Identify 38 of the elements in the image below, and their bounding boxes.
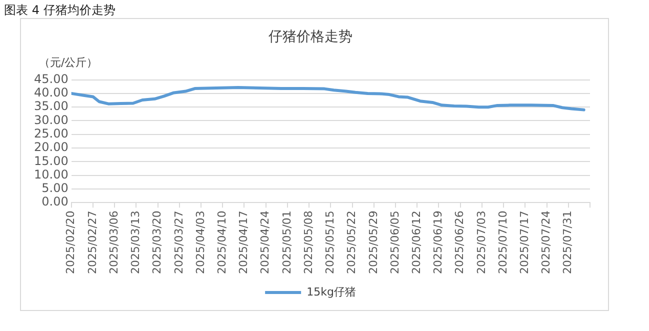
y-tick-label: 20.00 <box>34 140 68 154</box>
x-tick-label: 2025/06/05 <box>388 210 402 274</box>
chart-title: 仔猪价格走势 <box>268 29 352 46</box>
y-tick-label: 10.00 <box>34 167 68 182</box>
y-tick-label: 25.00 <box>34 126 68 141</box>
x-tick-label: 2025/06/12 <box>410 210 423 274</box>
x-tick-label: 2025/04/10 <box>215 210 228 274</box>
x-tick-label: 2025/07/24 <box>540 210 553 274</box>
x-tick-label: 2025/05/08 <box>302 210 315 274</box>
x-tick-label: 2025/06/19 <box>432 210 445 274</box>
y-tick-label: 40.00 <box>34 86 68 100</box>
x-tick-label: 2025/03/27 <box>172 210 186 274</box>
x-tick-label: 2025/03/06 <box>107 210 120 274</box>
x-tick-label: 2025/07/31 <box>561 210 574 274</box>
x-tick-label: 2025/04/17 <box>237 210 250 274</box>
x-tick-label: 2025/06/26 <box>453 210 466 274</box>
y-tick-label: 30.00 <box>34 112 68 127</box>
y-tick-label: 5.00 <box>42 181 68 196</box>
y-tick-label: 35.00 <box>34 99 68 114</box>
x-tick-label: 2025/03/13 <box>129 210 142 274</box>
x-tick-label: 2025/02/20 <box>64 210 78 274</box>
legend-label: 15kg仔猪 <box>306 285 356 298</box>
x-tick-label: 2025/05/01 <box>280 210 294 274</box>
text: 图表 4 仔猪均价走势 <box>4 2 116 19</box>
x-tick-label: 2025/07/03 <box>474 210 488 274</box>
y-tick-label: 45.00 <box>34 72 68 86</box>
y-tick-label: 0.00 <box>42 194 68 209</box>
x-tick-label: 2025/05/22 <box>345 210 358 274</box>
x-tick-label: 2025/07/10 <box>496 210 510 274</box>
x-tick-label: 2025/05/15 <box>324 210 337 274</box>
x-tick-label: 2025/02/27 <box>86 210 99 274</box>
x-tick-label: 2025/07/17 <box>518 210 532 274</box>
x-tick-label: 2025/04/03 <box>194 210 207 274</box>
y-axis-title: （元/公斤） <box>39 55 98 70</box>
x-tick-label: 2025/03/20 <box>150 210 164 274</box>
x-tick-label: 2025/04/24 <box>258 210 272 274</box>
x-tick-label: 2025/05/29 <box>366 210 380 274</box>
y-tick-label: 15.00 <box>34 154 68 168</box>
